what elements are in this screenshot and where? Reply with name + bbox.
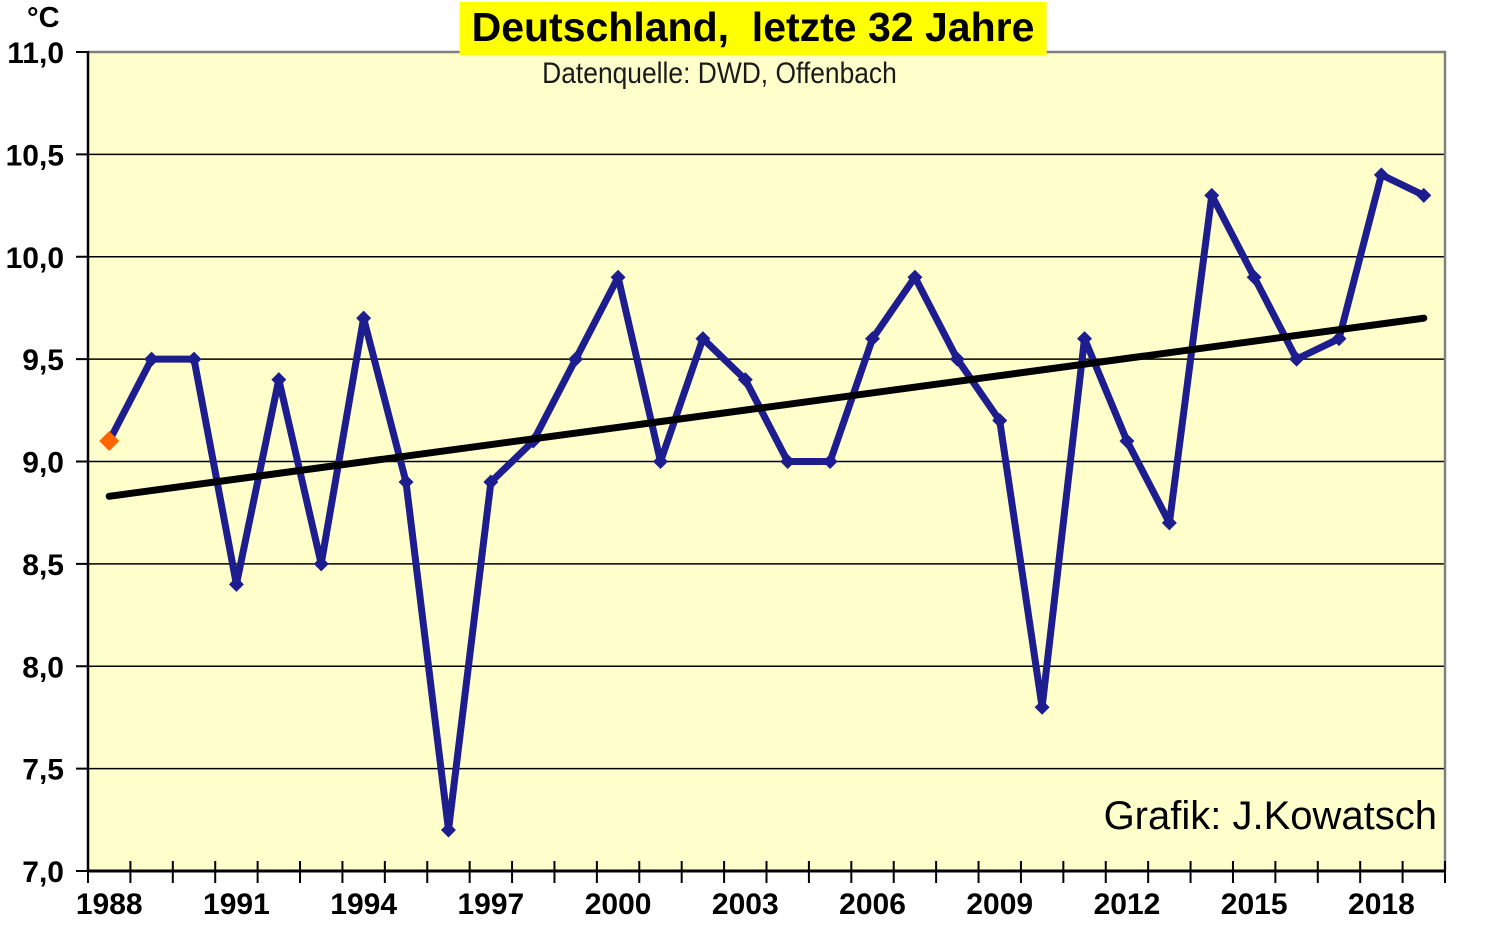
data-point-marker bbox=[440, 822, 456, 838]
x-tick-label: 1994 bbox=[330, 888, 397, 921]
data-point-marker bbox=[1119, 433, 1135, 449]
y-tick-label: 9,5 bbox=[22, 344, 64, 377]
x-tick-label: 2009 bbox=[966, 888, 1033, 921]
y-axis-unit-label: °C bbox=[27, 2, 60, 34]
y-tick-label: 10,0 bbox=[6, 242, 64, 275]
y-tick-label: 9,0 bbox=[22, 447, 64, 480]
data-point-marker bbox=[228, 576, 244, 592]
chart-title: Deutschland, letzte 32 Jahre bbox=[459, 2, 1047, 55]
data-point-marker bbox=[1289, 351, 1305, 367]
y-tick-label: 7,0 bbox=[22, 856, 64, 889]
chart-subtitle: Datenquelle: DWD, Offenbach bbox=[88, 57, 1350, 91]
x-tick-label: 2006 bbox=[839, 888, 906, 921]
data-point-marker bbox=[695, 331, 711, 347]
data-point-marker bbox=[1331, 331, 1347, 347]
data-point-marker bbox=[144, 351, 160, 367]
data-point-marker bbox=[992, 413, 1008, 429]
y-tick-label: 11,0 bbox=[7, 37, 64, 70]
data-point-marker bbox=[1204, 187, 1220, 203]
data-point-marker bbox=[313, 556, 329, 572]
x-tick-label: 2003 bbox=[712, 888, 779, 921]
data-point-marker bbox=[1077, 331, 1093, 347]
x-tick-label: 1991 bbox=[203, 888, 270, 921]
data-point-marker bbox=[1246, 269, 1262, 285]
data-point-marker bbox=[1373, 167, 1389, 183]
data-point-marker bbox=[949, 351, 965, 367]
data-point-marker bbox=[1034, 699, 1050, 715]
chart-subtitle-text: Datenquelle: DWD, Offenbach bbox=[541, 57, 897, 90]
data-point-marker bbox=[356, 310, 372, 326]
data-point-marker bbox=[610, 269, 626, 285]
y-tick-label: 8,0 bbox=[22, 651, 64, 684]
data-point-marker bbox=[652, 454, 668, 469]
trend-line bbox=[105, 314, 1428, 500]
x-tick-label: 2018 bbox=[1348, 888, 1415, 921]
temperature-line bbox=[105, 171, 1428, 834]
y-tick-label: 8,5 bbox=[22, 549, 64, 582]
data-point-marker bbox=[483, 474, 499, 490]
data-point-marker-first bbox=[99, 431, 120, 452]
y-tick-label: 7,5 bbox=[22, 754, 64, 787]
data-point-marker bbox=[568, 351, 584, 367]
data-point-marker bbox=[865, 331, 881, 347]
x-tick-label: 2015 bbox=[1221, 888, 1288, 921]
data-point-marker bbox=[398, 474, 414, 490]
data-point-marker bbox=[186, 351, 202, 367]
data-point-marker bbox=[271, 372, 287, 388]
credit-label: Grafik: J.Kowatsch bbox=[1103, 794, 1437, 838]
x-tick-label: 1988 bbox=[76, 888, 143, 921]
data-point-marker bbox=[737, 372, 753, 388]
data-point-marker bbox=[822, 454, 838, 469]
data-point-marker bbox=[907, 269, 923, 285]
x-tick-label: 1997 bbox=[457, 888, 524, 921]
y-tick-label: 10,5 bbox=[6, 139, 64, 172]
data-point-marker bbox=[1416, 187, 1432, 203]
data-point-marker bbox=[1161, 515, 1177, 531]
x-tick-label: 2012 bbox=[1094, 888, 1161, 921]
data-point-marker bbox=[780, 454, 796, 469]
x-tick-label: 2000 bbox=[585, 888, 652, 921]
